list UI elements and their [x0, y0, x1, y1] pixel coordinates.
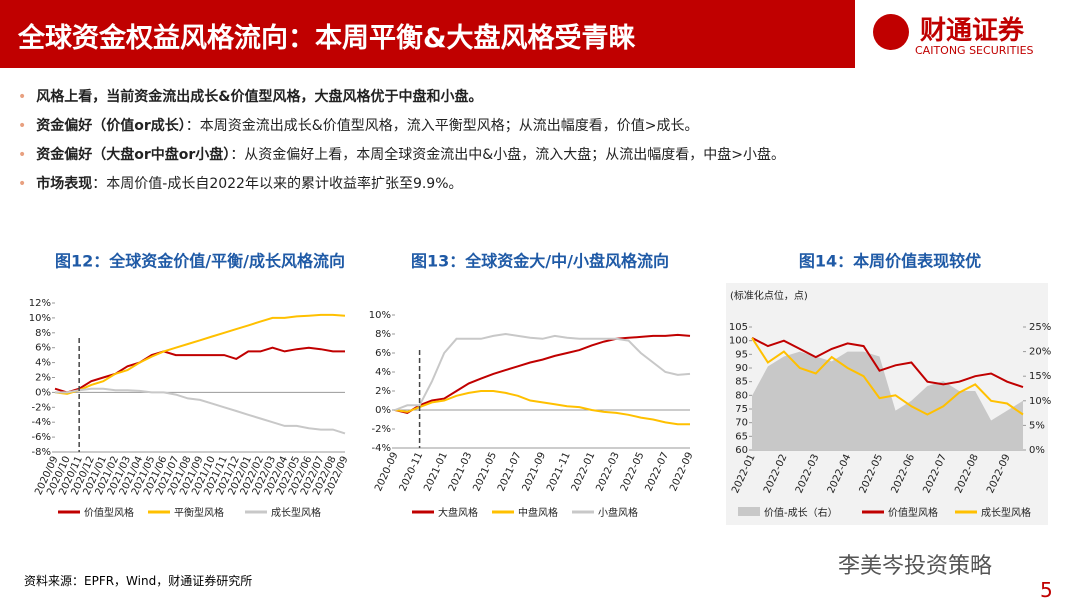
y-tick-label: 6% [375, 348, 391, 359]
legend-label: 小盘风格 [598, 506, 638, 519]
x-tick-label: 2021-09 [521, 451, 549, 494]
x-tick-label: 2020-09 [373, 451, 401, 494]
y-tick-label: -4% [372, 443, 391, 454]
x-tick-label: 2021-05 [471, 451, 499, 494]
watermark: 李美岑投资策略 [838, 554, 993, 579]
header-bar: 全球资金权益风格流向：本周平衡&大盘风格受青睐 财通证券 CAITONG SEC… [0, 0, 1080, 68]
bullet: 资金偏好（大盘or中盘or小盘）：从资金偏好上看，本周全球资金流出中&小盘，流入… [18, 144, 785, 164]
logo-text: 财通证券 [920, 16, 1025, 46]
bullet: 风格上看，当前资金流出成长&价值型风格，大盘风格优于中盘和小盘。 [18, 86, 482, 106]
page-number: 5 [1040, 578, 1053, 602]
line [394, 390, 690, 426]
y2-tick-label: 0% [1029, 445, 1045, 456]
x-tick-label: 2022-07 [644, 451, 672, 494]
x-tick-label: 2021-07 [496, 451, 524, 494]
bullet-lead: 风格上看，当前资金流出成长&价值型风格，大盘风格优于中盘和小盘。 [36, 89, 483, 105]
y-tick-label: 6% [35, 343, 51, 354]
logo-sub: CAITONG SECURITIES [915, 44, 1034, 57]
legend-label: 价值-成长（右） [764, 506, 838, 519]
y-tick-label: 12% [29, 298, 51, 309]
y2-tick-label: 25% [1029, 322, 1051, 333]
line [54, 346, 345, 394]
y-tick-label: -8% [32, 447, 51, 458]
line [394, 333, 691, 414]
y-tick-label: 10% [29, 313, 51, 324]
chart-title: 图12：全球资金价值/平衡/成长风格流向 [55, 252, 345, 271]
y-tick-label: 8% [35, 328, 51, 339]
bullet-text: ：本周资金流出成长&价值型风格，流入平衡型风格；从流出幅度看，价值>成长。 [185, 118, 699, 134]
line [55, 387, 346, 435]
chart-title: 图13：全球资金大/中/小盘风格流向 [411, 252, 669, 271]
y-tick-label: 75 [735, 404, 748, 415]
area [752, 351, 1023, 450]
y-tick-label: 100 [729, 336, 748, 347]
y2-tick-label: 15% [1029, 371, 1051, 382]
bullet: 市场表现：本周价值-成长自2022年以来的累计收益率扩张至9.9%。 [18, 173, 463, 193]
bullet-lead: 资金偏好（价值or成长） [36, 118, 186, 134]
line [751, 337, 1024, 389]
x-tick-label: 2022-09 [668, 451, 696, 494]
bullet: 资金偏好（价值or成长）：本周资金流出成长&价值型风格，流入平衡型风格；从流出幅… [18, 115, 698, 135]
y-tick-label: 0% [35, 387, 51, 398]
y-tick-label: 80 [735, 390, 748, 401]
y-tick-label: 8% [375, 329, 391, 340]
y2-tick-label: 20% [1029, 347, 1051, 358]
x-tick-label: 2021-11 [545, 451, 573, 494]
y-tick-label: -6% [32, 432, 51, 443]
legend-label: 价值型风格 [84, 506, 134, 519]
x-tick-label: 2021-01 [422, 451, 450, 494]
x-tick-label: 2021-03 [447, 451, 475, 494]
bullet-text: ：本周价值-成长自2022年以来的累计收益率扩张至9.9%。 [92, 176, 463, 192]
legend-label: 平衡型风格 [174, 506, 224, 519]
y-tick-label: 2% [35, 373, 51, 384]
y-tick-label: 70 [735, 418, 748, 429]
x-tick-label: 2022-01 [570, 451, 598, 494]
source: 资料来源：EPFR，Wind，财通证券研究所 [24, 574, 253, 588]
chart-title: 图14：本周价值表现较优 [799, 252, 981, 271]
y-tick-label: 95 [735, 349, 748, 360]
x-tick-label: 2022-05 [619, 451, 647, 494]
y-tick-label: 105 [729, 322, 748, 333]
legend-label: 大盘风格 [438, 506, 478, 519]
bullet-lead: 资金偏好（大盘or中盘or小盘） [36, 147, 231, 163]
y-tick-label: -2% [32, 402, 51, 413]
line [394, 332, 691, 411]
y-tick-label: -2% [372, 424, 391, 435]
y-tick-label: 4% [375, 367, 391, 378]
x-tick-label: 2022-03 [594, 451, 622, 494]
y-tick-label: 90 [735, 363, 748, 374]
title: 全球资金权益风格流向：本周平衡&大盘风格受青睐 [18, 23, 636, 54]
legend-label: 成长型风格 [271, 506, 321, 519]
line [751, 337, 1024, 416]
y-tick-label: 10% [369, 310, 391, 321]
line [54, 313, 346, 395]
y-tick-label: 60 [735, 445, 748, 456]
logo: 财通证券 CAITONG SECURITIES [855, 0, 1080, 68]
y-tick-label: 4% [35, 358, 51, 369]
legend-label: 价值型风格 [888, 506, 938, 519]
y-tick-label: -4% [32, 417, 51, 428]
x-tick-label: 2020-11 [398, 451, 426, 494]
legend-label: 成长型风格 [981, 506, 1031, 519]
y2-tick-label: 10% [1029, 396, 1051, 407]
y-tick-label: 2% [375, 386, 391, 397]
bullet-text: ：从资金偏好上看，本周全球资金流出中&小盘，流入大盘；从流出幅度看，中盘>小盘。 [230, 147, 785, 163]
y-tick-label: 0% [375, 405, 391, 416]
y-axis-label: (标准化点位，点) [730, 289, 808, 302]
bullet-lead: 市场表现 [36, 176, 93, 192]
y-tick-label: 85 [735, 377, 748, 388]
y2-tick-label: 5% [1029, 420, 1045, 431]
legend-swatch [738, 507, 760, 516]
y-tick-label: 65 [735, 431, 748, 442]
legend-label: 中盘风格 [518, 506, 558, 519]
